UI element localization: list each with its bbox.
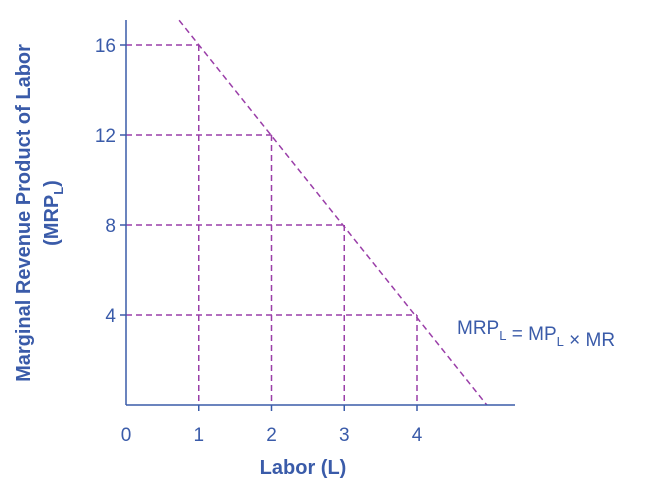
- y-tick-label-12: 12: [95, 126, 116, 147]
- axes: [125, 20, 515, 406]
- x-tick-label-2: 2: [266, 425, 277, 446]
- equation-subscript-0: L: [499, 328, 506, 343]
- mrp-curve: [178, 19, 488, 406]
- mrp-curve-layer: [178, 19, 488, 406]
- y-axis-symbol: (MRPL): [41, 180, 66, 246]
- y-tick-label-8: 8: [105, 216, 116, 237]
- y-axis-symbol-text: (MRP: [41, 195, 63, 246]
- svg-text:(MRPL): (MRPL): [41, 180, 66, 246]
- x-axis-title: Labor (L): [260, 457, 347, 479]
- x-tick-label-3: 3: [339, 425, 350, 446]
- y-axis-symbol-close: ): [41, 180, 63, 187]
- equation-part-2: × MR: [564, 330, 615, 351]
- x-tick-label-4: 4: [412, 425, 423, 446]
- x-tick-label-1: 1: [193, 425, 204, 446]
- equation-subscript-1: L: [557, 334, 564, 349]
- equation-part-0: MRP: [457, 318, 499, 339]
- y-axis-title: Marginal Revenue Product of Labor: [13, 44, 35, 382]
- x-tick-label-0: 0: [121, 425, 132, 446]
- equation-part-1: = MP: [506, 324, 556, 345]
- guide-lines: [126, 44, 418, 405]
- mrp-equation-label: MRPL = MPL × MR: [457, 318, 615, 351]
- y-tick-label-16: 16: [95, 36, 116, 57]
- y-axis-symbol-sub: L: [51, 187, 66, 195]
- y-tick-label-4: 4: [105, 306, 116, 327]
- y-axis-title-main: Marginal Revenue Product of Labor: [13, 44, 35, 382]
